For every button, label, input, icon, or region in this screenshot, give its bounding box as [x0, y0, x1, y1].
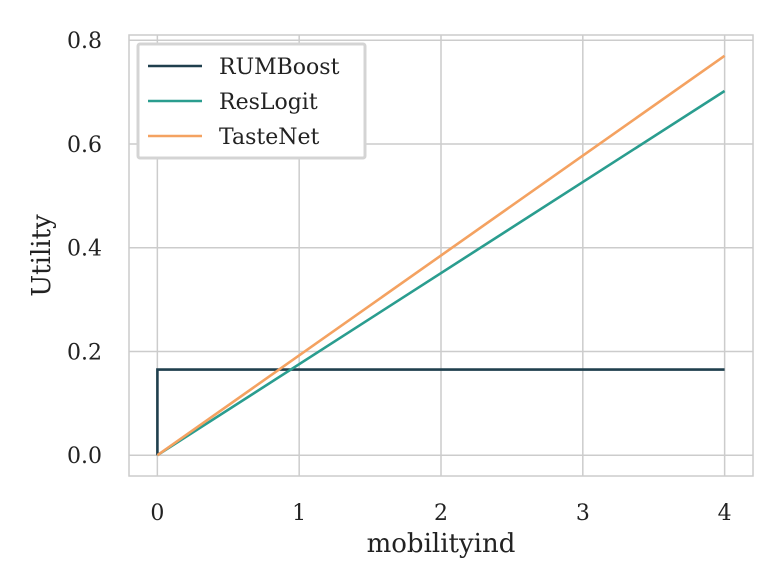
y-tick-label: 0.0 [67, 444, 102, 469]
legend-box [136, 42, 367, 160]
series-line-tastenet [156, 54, 726, 457]
series-line-reslogit [156, 89, 726, 457]
y-axis-title: Utility [27, 214, 57, 297]
x-tick-label: 4 [718, 501, 732, 526]
x-tick-label: 3 [576, 501, 590, 526]
legend-label-tastenet: TasteNet [219, 125, 320, 150]
x-tick-label: 1 [292, 501, 306, 526]
y-tick-label: 0.8 [67, 29, 102, 54]
legend-label-reslogit: ResLogit [219, 90, 318, 115]
legend-label-rumboost: RUMBoost [219, 55, 340, 80]
y-tick-label: 0.6 [67, 133, 102, 158]
plot-frame [128, 34, 754, 477]
x-axis-title: mobilityind [367, 529, 516, 559]
y-tick-label: 0.4 [67, 237, 102, 262]
y-tick-label: 0.2 [67, 340, 102, 365]
x-tick-label: 0 [150, 501, 164, 526]
x-tick-label: 2 [434, 501, 448, 526]
series-layer [156, 54, 726, 457]
legend: RUMBoost ResLogit TasteNet [136, 42, 367, 160]
x-tick-labels: 0 1 2 3 4 [150, 501, 731, 526]
y-tick-labels: 0.0 0.2 0.4 0.6 0.8 [67, 29, 102, 469]
series-line-rumboost [156, 368, 725, 456]
